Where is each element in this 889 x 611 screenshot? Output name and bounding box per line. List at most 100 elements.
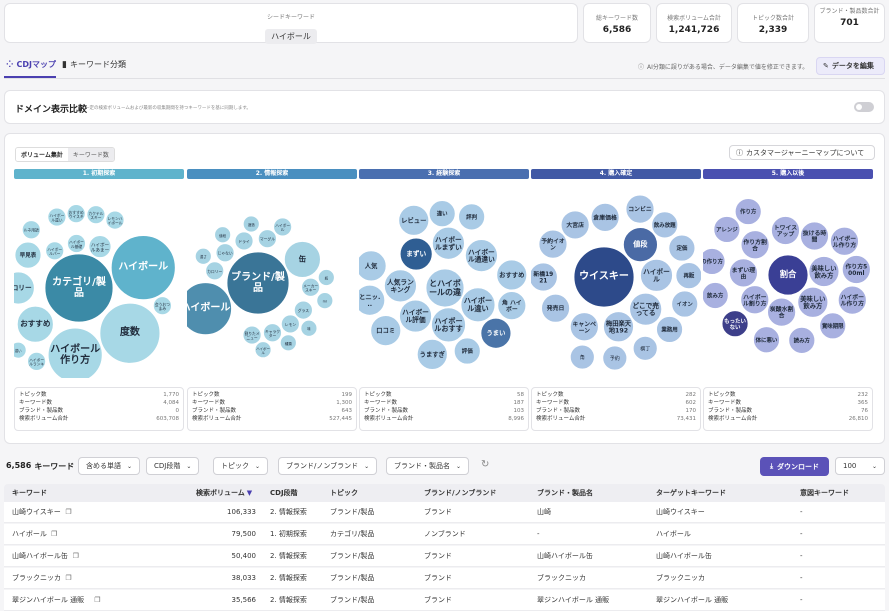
col-brand-nonbrand[interactable]: ブランド/ノンブランド [424,489,497,497]
bubble-circle[interactable] [602,345,628,371]
bubble-circle[interactable] [242,325,262,345]
bubble-circle[interactable] [399,237,433,271]
bubble-circle[interactable] [453,337,481,365]
topic-bubble[interactable]: ブランド/製品 [226,251,290,315]
topic-bubble[interactable]: ハイボールバー [45,241,65,261]
col-brand-product[interactable]: ブランド・製品名 [537,489,593,497]
bubble-circle[interactable] [16,305,54,343]
bubble-circle[interactable] [569,312,599,342]
topic-bubble[interactable]: グラス [293,300,313,320]
bubble-circle[interactable] [603,311,634,343]
topic-bubble[interactable]: おすすめウイスキ [66,204,86,224]
topic-bubble[interactable]: 再販 [675,262,701,290]
bubble-circle[interactable] [21,220,41,240]
topic-bubble[interactable]: レビュー [398,204,430,236]
bubble-circle[interactable] [837,285,867,315]
table-row[interactable]: ブラックニッカ ❐ 38,033 2. 情報探索 ブランド/製品 ブランド ブラックニッカ ブ… [4,568,885,589]
topic-bubble[interactable]: キャンペーン [569,312,599,342]
bubble-circle[interactable] [541,293,570,323]
bubble-circle[interactable] [460,287,496,323]
topic-bubble[interactable]: ルネ用語 [21,220,41,240]
bubble-circle[interactable] [538,229,568,259]
topic-bubble[interactable]: ml [316,292,334,310]
topic-bubble[interactable]: 倉庫価格 [590,202,620,232]
col-topic[interactable]: トピック [330,489,358,497]
download-button[interactable]: ⤓ ダウンロード [760,457,829,476]
topic-bubble[interactable]: 読み方 [788,326,816,354]
topic-bubble[interactable]: うますぎ [416,339,448,370]
topic-bubble[interactable]: 割りたメニュー [242,325,262,345]
bubble-circle[interactable] [428,200,456,228]
topic-bubble[interactable]: レモン [280,314,300,334]
bubble-circle[interactable] [830,226,859,256]
filter-brand-product[interactable]: ブランド・製品名 ⌄ [386,457,470,475]
bubble-circle[interactable] [67,234,86,253]
bubble-circle[interactable] [425,268,465,308]
topic-bubble[interactable]: ハイボール割り方 [740,285,770,315]
page-size-select[interactable]: 100 ⌄ [835,457,885,475]
bubble-circle[interactable] [431,226,465,260]
bubble-circle[interactable] [675,262,701,290]
bubble-circle[interactable] [590,202,620,232]
topic-bubble[interactable]: とニッ... [359,284,386,316]
bubble-circle[interactable] [187,282,232,336]
bubble-circle[interactable] [416,339,448,370]
topic-bubble[interactable]: 抜ける時間 [800,221,829,251]
topic-bubble[interactable]: 美味しい飲み方 [797,286,829,318]
bubble-circle[interactable] [316,292,334,310]
bubble-circle[interactable] [152,296,172,316]
topic-bubble[interactable]: 業務用 [656,316,683,343]
topic-bubble[interactable]: ハイボール通違い [465,239,498,273]
topic-bubble[interactable]: おすすめ [16,305,54,343]
bubble-circle[interactable] [399,299,432,333]
topic-bubble[interactable]: ハイボールあまー [88,235,112,258]
toggle-volume[interactable]: ボリューム集計 [16,148,68,161]
bubble-circle[interactable] [14,341,27,359]
bubble-circle[interactable] [398,204,430,236]
table-row[interactable]: 山崎ハイボール缶 ❐ 50,400 2. 情報探索 ブランド/製品 ブランド 山崎ハイボール… [4,546,885,567]
bubble-circle[interactable] [797,286,829,318]
topic-bubble[interactable]: もったいない [721,310,749,338]
topic-bubble[interactable]: 作り方割合 [740,230,770,260]
bubble-circle[interactable] [384,269,417,303]
topic-bubble[interactable]: ハイボール [187,282,232,336]
bubble-circle[interactable] [370,315,402,346]
bubble-circle[interactable] [640,258,673,292]
topic-bubble[interactable]: 角 ハイボー [497,291,527,321]
bubble-circle[interactable] [458,203,486,231]
bubble-circle[interactable] [234,231,254,251]
topic-bubble[interactable]: ハイボール評価 [399,299,432,333]
bubble-circle[interactable] [740,230,770,260]
copy-icon[interactable]: ❐ [51,530,58,538]
bubble-circle[interactable] [480,317,512,349]
col-keyword[interactable]: キーワード [12,489,47,497]
topic-bubble[interactable]: ウイスキー [573,246,635,308]
bubble-circle[interactable] [45,241,65,261]
bubble-circle[interactable] [254,341,272,359]
bubble-circle[interactable] [279,334,297,352]
topic-bubble[interactable]: 違い [428,200,456,228]
bubble-circle[interactable] [569,344,595,370]
topic-bubble[interactable]: マーグル [257,229,277,249]
topic-bubble[interactable]: じゃない [215,243,235,263]
topic-bubble[interactable]: おすすめ [496,259,528,291]
topic-bubble[interactable]: カクテルスキー [86,205,106,225]
topic-bubble[interactable]: 飲み放題 [651,211,679,239]
bubble-circle[interactable] [301,277,321,297]
topic-bubble[interactable]: 評価 [453,337,481,365]
bubble-circle[interactable] [713,216,741,243]
bubble-circle[interactable] [497,291,527,321]
bubble-circle[interactable] [99,302,161,364]
topic-bubble[interactable]: 缶 [283,241,321,278]
topic-bubble[interactable]: キャラクター [263,323,282,343]
bubble-circle[interactable] [194,247,212,265]
table-row[interactable]: 山崎ウイスキー ❐ 106,333 2. 情報探索 ブランド/製品 ブランド 山崎 山崎ウイス… [4,502,885,523]
topic-bubble[interactable]: 飲み方 [703,282,729,309]
topic-bubble[interactable]: レモンハイボール [105,210,125,230]
topic-bubble[interactable]: 発売日 [541,293,570,323]
topic-bubble[interactable]: うまい [480,317,512,349]
topic-bubble[interactable]: の作り方 [703,248,726,275]
bubble-circle[interactable] [668,234,696,262]
topic-bubble[interactable]: 横丁 [632,335,658,361]
bubble-circle[interactable] [740,285,770,315]
